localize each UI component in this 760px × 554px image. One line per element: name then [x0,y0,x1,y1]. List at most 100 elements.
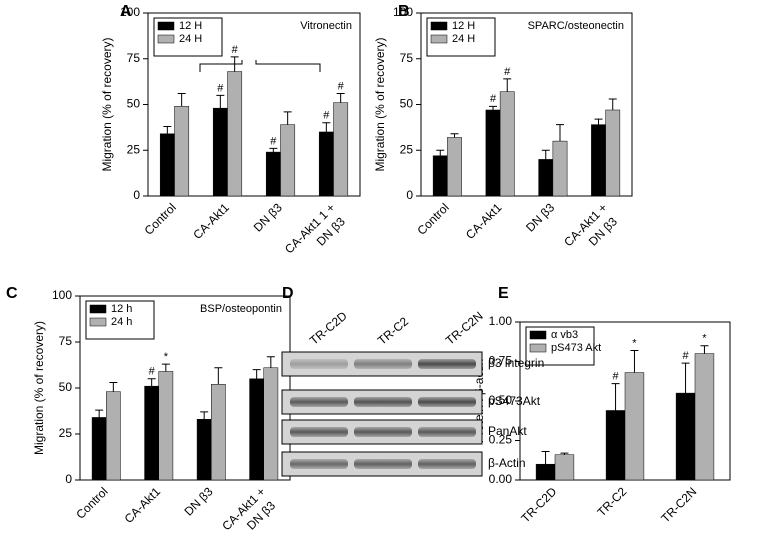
error-bar [541,451,550,465]
comparison-bracket [255,60,321,72]
error-bar [336,93,345,103]
error-bar [230,56,239,72]
y-tick-label: 0.00 [489,472,513,486]
lane-label: TR-C2 [375,314,411,348]
significance-mark: # [217,82,224,94]
row-label: pS473Akt [488,394,541,408]
y-tick-label: 0.50 [489,393,513,407]
legend-swatch [89,317,107,327]
blot-band [354,427,412,437]
bar [538,159,554,197]
blot-band [418,459,476,469]
row-label: PanAkt [488,424,527,438]
x-tick-label: CA-Akt1 [190,200,232,242]
comparison-bracket [199,60,243,72]
y-tick-label: 50 [127,97,141,111]
bar [265,151,281,197]
y-tick-label: 100 [120,5,140,19]
y-tick-label: 100 [52,288,72,302]
error-bar [611,383,620,411]
error-bar [322,122,331,132]
y-tick-label: 0.25 [489,433,513,447]
bar [159,133,175,197]
bar [605,109,621,197]
y-tick-label: 100 [393,5,413,19]
bar [174,106,190,197]
error-bar [95,409,104,418]
x-tick-label: DN β3 [181,484,215,518]
bar [552,140,568,197]
lane-label: TR-C2D [307,309,350,348]
chart-subtitle: SPARC/osteonectin [528,20,624,32]
panel-letter: B [398,3,410,20]
y-tick-label: 50 [400,97,414,111]
significance-mark: # [323,110,330,122]
legend-swatch [529,330,547,340]
x-tick-label: CA-Akt1 [463,200,505,242]
blot-band [354,397,412,407]
x-tick-label: TR-C2 [594,484,629,519]
bar [624,372,645,481]
blot-band [290,359,348,369]
significance-mark: # [270,135,277,147]
bar [249,378,264,481]
error-bar [200,411,209,420]
x-tick-label: Control [414,200,451,237]
y-axis-label: Migration (% of recovery) [32,321,46,455]
significance-mark: # [490,93,497,105]
error-bar [177,93,186,107]
row-label: β3 integrin [488,356,544,370]
x-tick-label: TR-C2N [658,484,699,525]
blot-band [418,397,476,407]
error-bar [269,147,278,153]
y-axis-label: Migration (% of recovery) [373,37,387,171]
significance-mark: * [702,333,707,345]
bar [91,417,107,481]
panel-letter: E [498,285,509,302]
error-bar [681,362,690,394]
y-tick-label: 25 [400,142,414,156]
bar [333,102,349,197]
panel-letter: A [120,3,132,20]
y-tick-label: 75 [127,51,141,65]
bar [605,410,626,481]
y-tick-label: 75 [59,334,73,348]
legend-label: 12 h [111,303,132,315]
significance-mark: # [232,44,239,56]
blot-band [290,397,348,407]
error-bar [109,381,118,392]
error-bar [503,78,512,92]
y-tick-label: 0.75 [489,354,513,368]
x-tick-label: DN β3 [251,200,285,234]
bar [263,367,279,481]
significance-mark: # [338,80,345,92]
chart-subtitle: Vitronectin [300,20,352,32]
legend-swatch [89,304,107,314]
error-bar [489,105,498,110]
error-bar [216,94,225,109]
panel-letter: D [282,285,294,302]
error-bar [541,149,550,160]
error-bar [436,149,445,156]
y-tick-label: 1.00 [489,314,513,328]
legend-swatch [529,343,547,353]
y-tick-label: 0 [406,188,413,202]
y-tick-label: 25 [127,142,141,156]
legend-label: 12 H [179,20,202,32]
bar [318,131,334,197]
error-bar [252,369,261,379]
bar [535,463,556,481]
bar [432,155,448,197]
legend-label: 24 H [179,33,202,45]
x-tick-label: TR-C2D [518,484,559,525]
legend-label: pS473 Akt [551,342,601,354]
bar [211,384,226,481]
legend-label: 12 H [452,20,475,32]
significance-mark: * [632,337,637,349]
significance-mark: # [149,366,156,378]
error-bar [630,349,639,373]
lane-label: TR-C2N [443,309,486,348]
y-tick-label: 0 [65,472,72,486]
blot-band [418,359,476,369]
